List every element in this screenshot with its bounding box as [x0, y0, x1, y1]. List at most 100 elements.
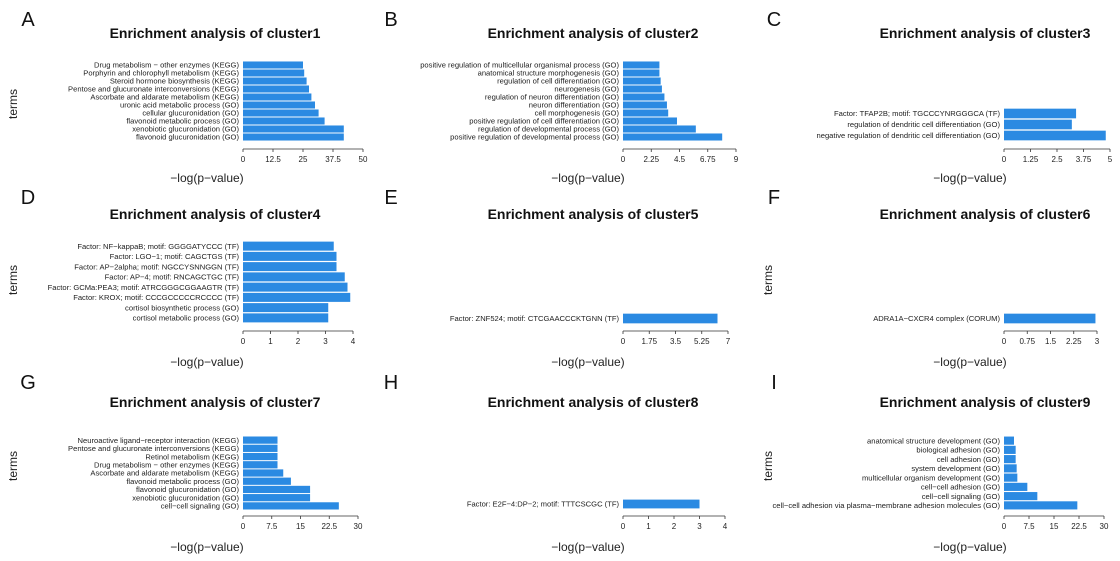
x-tick-label: 0 [241, 155, 246, 164]
chart-title: Enrichment analysis of cluster2 [488, 25, 699, 41]
panel-letter: A [21, 9, 35, 31]
x-tick-label: 9 [734, 155, 739, 164]
term-label: Drug metabolism − other enzymes (KEGG) [94, 460, 239, 469]
term-label: Factor: LGO−1; motif: CAGCTGS (TF) [110, 252, 240, 261]
bar [623, 77, 661, 85]
term-label: Factor: AP−4; motif: RNCAGCTGC (TF) [105, 273, 240, 282]
term-label: Factor: KROX; motif: CCCGCCCCCRCCCC (TF) [73, 293, 239, 302]
x-tick-label: 3 [323, 337, 328, 346]
x-tick-label: 22.5 [1071, 522, 1087, 531]
bar [1004, 313, 1096, 324]
x-tick-label: 0 [621, 522, 626, 531]
term-label: Porphyrin and chlorophyll metabolism (KE… [83, 69, 239, 78]
bar [1004, 464, 1017, 473]
term-label: Drug metabolism − other enzymes (KEGG) [94, 61, 239, 70]
x-tick-label: 0 [1002, 337, 1007, 346]
panel-letter: H [384, 372, 398, 394]
bar [243, 272, 345, 282]
chart-title: Enrichment analysis of cluster1 [110, 25, 321, 41]
bar [243, 77, 307, 85]
bar [243, 461, 278, 469]
bar [623, 61, 660, 69]
term-label: cortisol biosynthetic process (GO) [125, 303, 239, 312]
term-label: Factor: GCMa:PEA3; motif: ATRCGGGCGGAAGT… [48, 283, 240, 292]
x-axis-title: −log(p−value) [933, 355, 1006, 369]
bar [623, 69, 660, 77]
panel-g: G Enrichment analysis of cluster7 terms −lo… [6, 372, 363, 554]
term-label: positive regulation of cell differentiat… [469, 117, 619, 126]
x-tick-label: 1 [268, 337, 273, 346]
x-axis-title: −log(p−value) [170, 171, 243, 185]
x-tick-label: 7 [726, 337, 731, 346]
bar [243, 69, 305, 77]
term-label: cell adhesion (GO) [937, 455, 1001, 464]
term-label: positive regulation of multicellular org… [420, 61, 619, 70]
bar [243, 452, 278, 461]
term-label: cell−cell adhesion (GO) [921, 483, 1001, 492]
term-label: neurogenesis (GO) [554, 85, 619, 94]
panel-b: B Enrichment analysis of cluster2 −log(p−v… [384, 9, 738, 185]
term-label: Factor: NF−kappaB; motif: GGGGATYCCC (TF… [77, 242, 239, 251]
term-label: Pentose and glucuronate interconversions… [68, 444, 239, 453]
x-tick-label: 5.25 [694, 337, 710, 346]
x-tick-label: 6.75 [700, 155, 716, 164]
x-tick-label: 0 [1002, 155, 1007, 164]
panel-letter: I [771, 372, 777, 394]
bar [623, 499, 700, 509]
bar [243, 125, 344, 133]
x-tick-label: 15 [296, 522, 305, 531]
term-label: positive regulation of developmental pro… [450, 133, 619, 142]
bar [623, 101, 667, 109]
term-label: regulation of neuron differentiation (GO… [485, 93, 620, 102]
term-label: negative regulation of dendritic cell di… [817, 131, 1001, 140]
bar [623, 85, 662, 93]
x-tick-label: 25 [299, 155, 308, 164]
x-tick-label: 1.25 [1023, 155, 1039, 164]
x-tick-label: 2.25 [1066, 337, 1082, 346]
term-label: system development (GO) [911, 464, 1000, 473]
term-label: regulation of dendritic cell differentia… [847, 120, 1000, 129]
x-tick-label: 7.5 [266, 522, 278, 531]
x-axis-title: −log(p−value) [933, 540, 1006, 554]
bar [623, 133, 723, 141]
x-axis-title: −log(p−value) [551, 540, 624, 554]
term-label: regulation of developmental process (GO) [478, 125, 619, 134]
panel-letter: B [384, 9, 397, 31]
x-tick-label: 0.75 [1019, 337, 1035, 346]
term-label: cortisol metabolic process (GO) [133, 314, 240, 323]
panel-i: I Enrichment analysis of cluster9 terms −lo… [761, 372, 1109, 554]
bar [243, 133, 344, 141]
term-label: xenobiotic glucuronidation (GO) [132, 493, 239, 502]
term-label: Factor: ZNF524; motif: CTCGAACCCKTGNN (T… [450, 314, 620, 323]
bar [243, 485, 311, 494]
x-tick-label: 2.25 [643, 155, 659, 164]
bar [243, 241, 334, 251]
x-tick-label: 1 [646, 522, 651, 531]
x-axis-title: −log(p−value) [551, 171, 624, 185]
term-label: Ascorbate and aldarate metabolism (KEGG) [90, 469, 239, 478]
x-tick-label: 3 [697, 522, 702, 531]
bar [243, 101, 315, 109]
term-label: biological adhesion (GO) [916, 446, 1000, 455]
term-label: xenobiotic glucuronidation (GO) [132, 125, 239, 134]
panel-h: H Enrichment analysis of cluster8 −log(p−v… [384, 372, 728, 554]
bar [243, 262, 337, 272]
term-label: uronic acid metabolic process (GO) [120, 101, 239, 110]
x-tick-label: 0 [621, 155, 626, 164]
bar [243, 292, 351, 302]
panel-c: C Enrichment analysis of cluster3 −log(p−v… [767, 9, 1113, 185]
x-tick-label: 37.5 [325, 155, 341, 164]
term-label: cell−cell adhesion via plasma−membrane a… [772, 501, 1000, 510]
x-tick-label: 0 [1002, 522, 1007, 531]
term-label: cell morphogenesis (GO) [535, 109, 620, 118]
x-tick-label: 12.5 [265, 155, 281, 164]
x-axis-title: −log(p−value) [933, 171, 1006, 185]
bar [1004, 108, 1077, 119]
bar [1004, 445, 1016, 454]
x-tick-label: 0 [241, 337, 246, 346]
bar [243, 61, 303, 69]
x-tick-label: 0 [241, 522, 246, 531]
panel-letter: G [20, 372, 36, 394]
x-tick-label: 15 [1050, 522, 1059, 531]
